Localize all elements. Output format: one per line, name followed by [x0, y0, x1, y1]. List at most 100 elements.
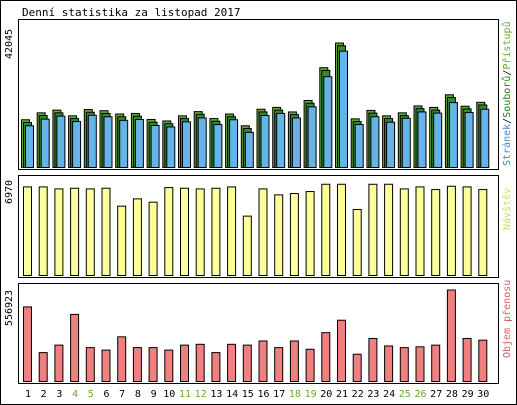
bar-pages-day-9 — [150, 124, 160, 168]
bar-kbytes-day-26 — [415, 346, 425, 383]
x-tick-day-17: 17 — [273, 389, 285, 400]
bar-kbytes-day-6 — [101, 349, 111, 382]
bar-pages-day-13 — [213, 124, 223, 169]
bar-pages-day-10 — [166, 126, 176, 169]
legend-hits-files-pages-part-4: / — [502, 70, 513, 76]
bar-visits-day-30 — [478, 189, 488, 276]
bar-visits-day-3 — [54, 188, 64, 276]
bar-visits-day-20 — [321, 183, 331, 276]
legend-kbytes: Objem přenosu — [501, 280, 513, 358]
bar-pages-day-8 — [134, 118, 144, 168]
bar-visits-day-19 — [305, 191, 315, 276]
bar-pages-day-14 — [229, 119, 239, 168]
bar-pages-day-7 — [119, 119, 129, 168]
x-tick-day-14: 14 — [226, 389, 238, 400]
bar-pages-day-20 — [323, 76, 333, 168]
x-tick-day-16: 16 — [257, 389, 269, 400]
x-tick-day-20: 20 — [320, 389, 332, 400]
bar-pages-day-4 — [72, 121, 82, 168]
legend-hits-files-pages-part-5: Přístupů — [501, 21, 513, 69]
bar-kbytes-day-27 — [431, 344, 441, 383]
bar-pages-day-28 — [448, 102, 458, 168]
bar-visits-day-9 — [148, 201, 158, 276]
bar-kbytes-day-28 — [446, 289, 456, 382]
bar-visits-day-8 — [132, 198, 142, 277]
bar-visits-day-4 — [70, 187, 80, 276]
bar-pages-day-6 — [103, 116, 113, 169]
bar-pages-day-12 — [197, 117, 207, 168]
bar-pages-day-19 — [307, 106, 317, 168]
bar-pages-day-25 — [401, 117, 411, 169]
x-tick-day-2: 2 — [41, 389, 47, 400]
bar-pages-day-11 — [182, 121, 191, 168]
bar-pages-day-18 — [291, 117, 301, 168]
bar-visits-day-7 — [117, 205, 127, 276]
bar-pages-day-3 — [56, 115, 66, 168]
bar-kbytes-day-8 — [132, 347, 142, 382]
bar-kbytes-day-2 — [38, 352, 48, 382]
bar-kbytes-day-14 — [227, 343, 237, 383]
bar-kbytes-day-5 — [85, 347, 95, 382]
legend-hits-files-pages-part-1: Stránek — [501, 124, 513, 166]
y-max-label-2: 6970 — [4, 180, 15, 204]
bar-kbytes-day-16 — [258, 340, 268, 382]
x-tick-day-26: 26 — [414, 389, 426, 400]
bar-visits-day-11 — [180, 187, 189, 276]
chart-marks: 420456970556923Stránek/Souborů/PřístupůN… — [4, 21, 513, 400]
bar-kbytes-day-3 — [54, 344, 64, 383]
bar-visits-day-2 — [38, 186, 48, 277]
bar-kbytes-day-15 — [242, 344, 252, 383]
bar-pages-day-15 — [244, 131, 254, 169]
x-tick-day-19: 19 — [305, 389, 317, 400]
bar-pages-day-26 — [417, 111, 427, 168]
bar-kbytes-day-18 — [289, 340, 299, 382]
x-tick-day-13: 13 — [210, 389, 222, 400]
bar-kbytes-day-1 — [23, 306, 32, 382]
bar-pages-day-30 — [480, 108, 490, 168]
bar-visits-day-1 — [23, 186, 32, 277]
x-tick-day-12: 12 — [195, 389, 207, 400]
bar-visits-day-12 — [195, 188, 205, 276]
legend-hits-files-pages-part-3: Souborů — [501, 76, 513, 118]
legend-hits-files-pages-part-2: / — [502, 118, 513, 124]
x-tick-day-3: 3 — [56, 389, 62, 400]
y-max-label-1: 42045 — [4, 29, 15, 59]
bar-pages-day-1 — [25, 125, 34, 168]
bar-pages-day-21 — [339, 50, 348, 168]
bar-visits-day-21 — [337, 183, 346, 276]
bar-kbytes-day-11 — [180, 344, 189, 383]
bar-kbytes-day-10 — [164, 349, 174, 382]
legend-visits: Návštěv — [501, 188, 513, 230]
bar-kbytes-day-24 — [384, 345, 394, 382]
x-tick-day-28: 28 — [446, 389, 458, 400]
x-tick-day-18: 18 — [289, 389, 301, 400]
x-tick-day-22: 22 — [352, 389, 364, 400]
chart-title: Denní statistika za listopad 2017 — [22, 6, 241, 19]
x-tick-day-15: 15 — [242, 389, 254, 400]
bar-pages-day-29 — [464, 112, 474, 168]
bar-kbytes-day-4 — [70, 313, 80, 382]
bar-visits-day-13 — [211, 187, 221, 276]
bar-visits-day-28 — [446, 185, 456, 277]
legend-kbytes-part-1: Objem přenosu — [501, 280, 513, 358]
bar-visits-day-25 — [399, 188, 409, 276]
bar-kbytes-day-13 — [211, 352, 221, 382]
bar-kbytes-day-20 — [321, 332, 331, 382]
x-tick-day-4: 4 — [72, 389, 78, 400]
bar-kbytes-day-12 — [195, 343, 205, 383]
bar-visits-day-22 — [352, 208, 362, 277]
x-tick-day-6: 6 — [103, 389, 109, 400]
legend-visits-part-1: Návštěv — [501, 188, 513, 230]
bar-kbytes-day-19 — [305, 348, 315, 383]
bar-visits-day-26 — [415, 186, 425, 277]
legend-hits-files-pages: Stránek/Souborů/Přístupů — [501, 21, 513, 166]
bar-visits-day-6 — [101, 187, 111, 276]
x-tick-day-23: 23 — [367, 389, 379, 400]
bar-kbytes-day-23 — [368, 337, 378, 383]
bar-kbytes-day-22 — [352, 353, 362, 382]
x-tick-day-24: 24 — [383, 389, 395, 400]
bar-visits-day-18 — [289, 193, 299, 276]
bar-kbytes-day-29 — [462, 337, 472, 383]
